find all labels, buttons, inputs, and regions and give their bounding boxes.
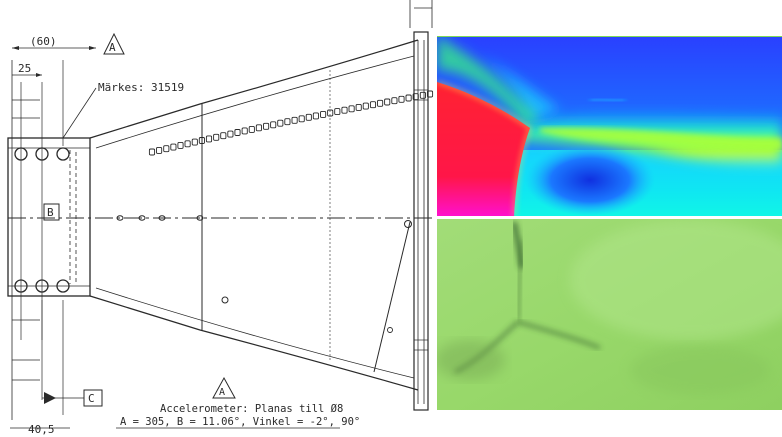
accelerometer-note: Accelerometer: Planas till Ø8: [160, 403, 343, 415]
engineering-drawing: [7, 0, 434, 429]
pressure-tap: [320, 110, 327, 118]
pressure-tap: [384, 98, 391, 106]
pressure-tap: [163, 145, 170, 153]
pressure-tap: [198, 137, 205, 144]
pressure-tap: [277, 119, 284, 127]
pressure-tap: [341, 106, 348, 114]
pressure-tap: [291, 116, 298, 124]
cone-outline: [89, 39, 419, 139]
pressure-tap: [205, 135, 213, 143]
pressure-tap: [369, 101, 377, 109]
datum-b-label: B: [47, 206, 54, 219]
pressure-tap-row: [148, 90, 434, 156]
pressure-tap: [177, 141, 184, 149]
panel-divider: [437, 216, 782, 219]
pressure-tap: [255, 124, 262, 132]
pressure-tap: [305, 113, 312, 121]
pressure-tap: [334, 108, 341, 116]
pressure-tap: [170, 143, 177, 151]
high-pressure-region: [437, 82, 530, 217]
pressure-tap: [270, 121, 277, 129]
pressure-tap: [191, 138, 198, 146]
dim-40-5-label: 40,5: [28, 423, 55, 436]
pressure-tap: [405, 94, 412, 102]
angle-note: A = 305, B = 11.06°, Vinkel = -2°, 90°: [120, 416, 360, 428]
cfd-contour-plot: [437, 36, 782, 217]
datum-b-box: [43, 203, 60, 221]
pressure-tap: [156, 146, 163, 154]
pressure-tap: [355, 103, 362, 111]
pressure-tap: [312, 112, 319, 120]
datum-a-bottom-label: A: [219, 387, 225, 398]
pressure-tap: [398, 95, 405, 103]
pressure-tap: [377, 99, 384, 107]
pressure-tap: [213, 133, 220, 141]
pressure-tap: [184, 140, 191, 148]
pressure-tap: [227, 130, 234, 138]
pressure-tap: [148, 148, 156, 156]
end-flange: [413, 31, 429, 411]
pressure-tap: [248, 125, 255, 133]
pressure-tap: [348, 105, 355, 113]
pressure-tap: [426, 90, 434, 98]
datum-a-label: A: [109, 41, 116, 54]
pressure-tap: [362, 102, 369, 110]
pressure-tap: [234, 129, 241, 136]
flange-plate: [7, 137, 91, 297]
pressure-tap: [391, 97, 398, 105]
dim-25-label: 25: [18, 62, 31, 75]
pressure-tap: [263, 122, 270, 130]
datum-a-triangle: [103, 32, 125, 55]
datum-a-bottom-triangle: [212, 376, 236, 399]
marker-label: Märkes: 31519: [98, 81, 184, 94]
dim-60-label: (60): [30, 35, 57, 48]
pressure-tap: [327, 109, 334, 117]
pressure-tap: [298, 115, 305, 123]
pressure-tap: [284, 118, 291, 126]
pressure-tap: [241, 127, 248, 135]
datum-c-label: C: [88, 392, 95, 405]
pressure-tap: [419, 91, 426, 99]
pressure-tap: [220, 132, 227, 140]
flow-photo: [437, 219, 782, 410]
